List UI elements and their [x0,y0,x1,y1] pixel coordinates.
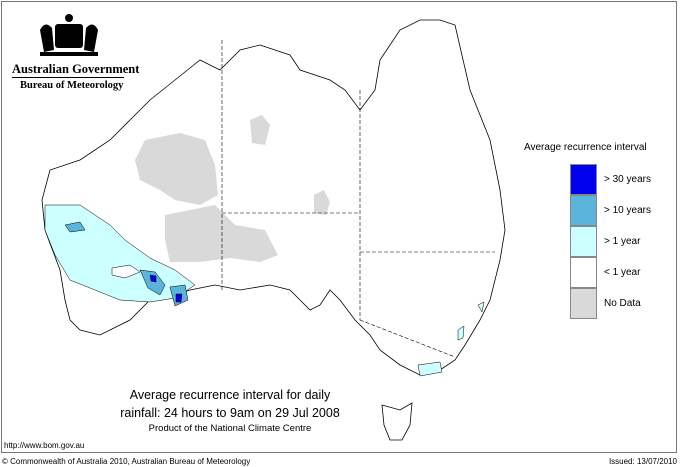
legend-label: > 10 years [604,205,651,216]
legend-swatch [570,226,597,257]
issued-date: Issued: 13/07/2010 [608,457,677,466]
government-name: Australian Government [12,62,140,76]
bureau-name: Bureau of Meteorology [20,80,124,91]
ari-regions [44,204,485,377]
state-borders [221,40,495,358]
legend-swatch [570,288,597,319]
tasmania-outline [381,402,413,441]
map-title-line1: Average recurrence interval for daily [129,388,331,402]
legend-label: No Data [604,298,641,309]
legend-label: > 30 years [604,174,651,185]
legend-label: > 1 year [604,236,641,247]
australia-outline [41,19,506,376]
legend-swatch [570,195,597,226]
legend-swatch [570,164,597,195]
header-divider [12,77,124,78]
map-border [1,1,677,453]
legend-label: < 1 year [604,267,641,278]
coat-of-arms-logo [10,10,128,65]
map-subtitle: Product of the National Climate Centre [148,423,312,434]
no-data-regions [135,115,330,262]
copyright-text: © Commonwealth of Australia 2010, Austra… [2,457,251,466]
map-title-line2: rainfall: 24 hours to 9am on 29 Jul 2008 [120,406,340,420]
legend-swatch [570,257,597,288]
legend-title: Average recurrence interval [524,142,647,153]
website-link[interactable]: http://www.bom.gov.au [4,441,85,450]
